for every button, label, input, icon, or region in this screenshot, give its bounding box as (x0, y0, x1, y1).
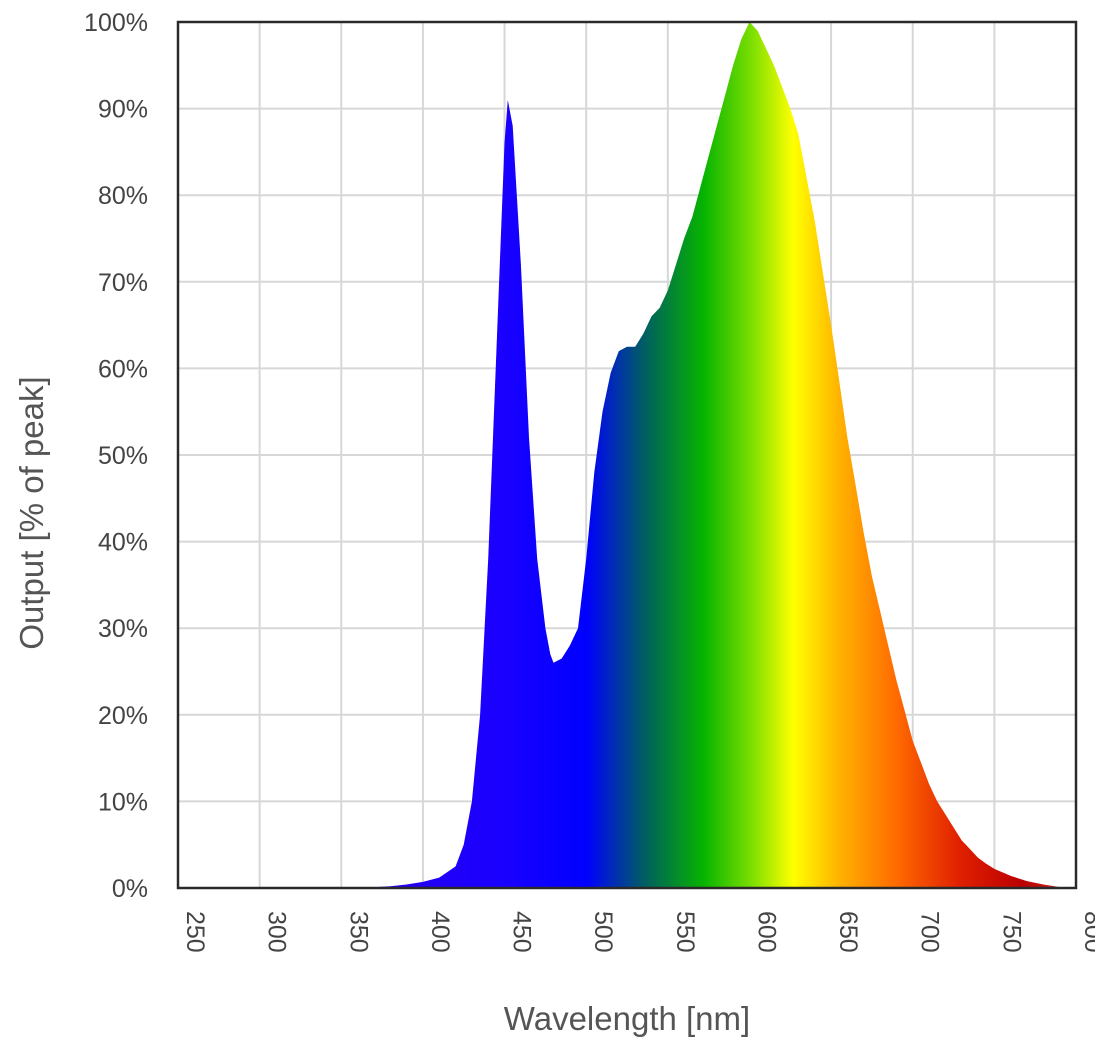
y-tick-label: 100% (84, 9, 148, 37)
y-tick-label: 70% (98, 269, 148, 297)
y-tick-label: 0% (112, 875, 148, 903)
x-tick-label: 450 (508, 911, 536, 953)
x-tick-label: 250 (181, 911, 209, 953)
y-tick-label: 20% (98, 702, 148, 730)
x-tick-label: 350 (344, 911, 372, 953)
x-tick-label: 500 (589, 911, 617, 953)
x-tick-label: 400 (426, 911, 454, 953)
y-tick-label: 30% (98, 615, 148, 643)
x-tick-label: 800 (1079, 911, 1095, 953)
y-axis-title: Output [% of peak] (13, 376, 50, 649)
y-tick-label: 40% (98, 529, 148, 557)
y-tick-label: 10% (98, 788, 148, 816)
x-axis-ticks: 250 300 350 400 450 500 550 600 650 700 750 800 (181, 911, 1095, 953)
x-tick-label: 650 (834, 911, 862, 953)
y-tick-label: 80% (98, 182, 148, 210)
x-tick-label: 700 (916, 911, 944, 953)
y-axis-ticks: 0% 10% 20% 30% 40% 50% 60% 70% 80% 90% 100% (84, 9, 148, 903)
x-tick-label: 550 (671, 911, 699, 953)
x-tick-label: 600 (752, 911, 780, 953)
y-tick-label: 50% (98, 442, 148, 470)
x-tick-label: 750 (997, 911, 1025, 953)
x-tick-label: 300 (263, 911, 291, 953)
plot-frame (176, 20, 1078, 890)
x-axis-title: Wavelength [nm] (504, 1000, 750, 1037)
y-tick-label: 90% (98, 96, 148, 124)
spectrum-area (178, 22, 1076, 888)
y-tick-label: 60% (98, 355, 148, 383)
